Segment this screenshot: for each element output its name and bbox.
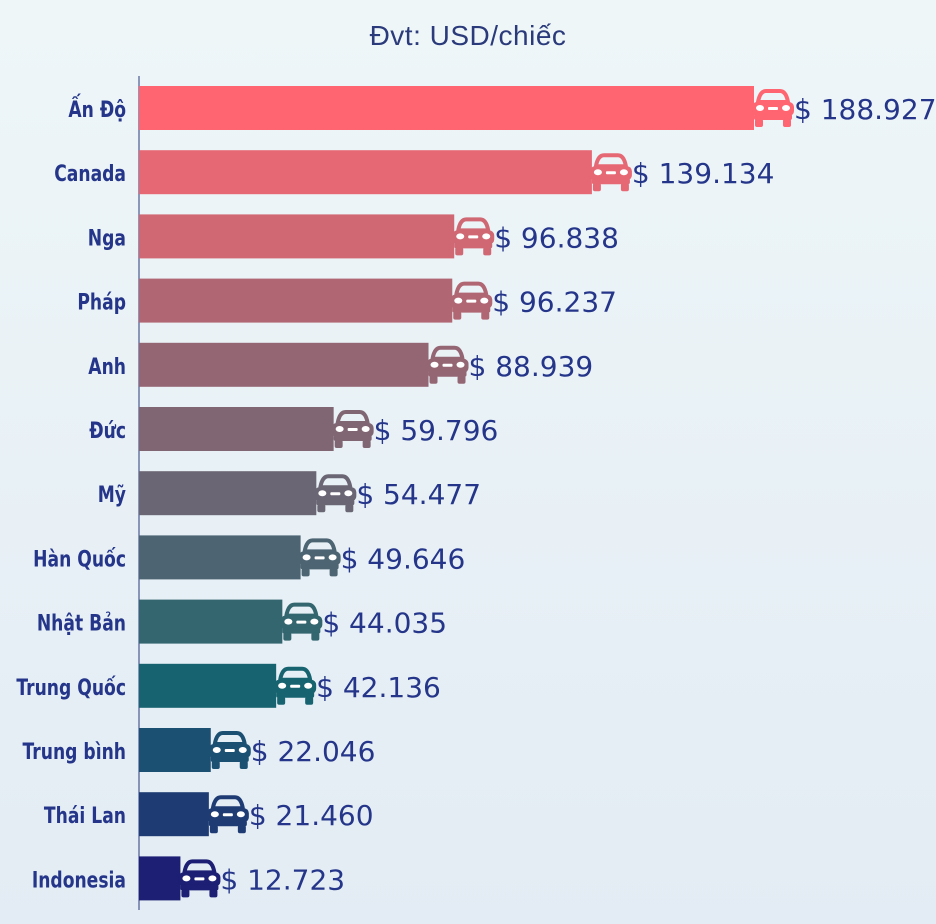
bar [139,150,592,195]
car-icon [750,89,796,129]
bar [139,535,301,580]
value-label: $ 44.035 [322,607,447,640]
car-icon [272,666,319,707]
bars: Ấn Độ $ 188.927 Canada $ 139.134 Nga $ 96.838… [16,86,936,901]
bar [139,278,453,323]
car-icon [312,474,359,515]
value-label: $ 88.939 [469,350,594,383]
car-icon [448,281,495,322]
category-label: Pháp [77,290,126,316]
category-label: Nga [88,225,126,251]
car-icon [587,153,634,194]
car-icon [296,538,343,579]
value-label: $ 12.723 [220,863,345,896]
car-icon [329,410,376,450]
value-label: $ 54.477 [356,478,481,511]
unit-label: Đvt: USD/chiếc [369,20,567,51]
category-label: Đức [89,418,126,444]
bar [139,856,181,901]
category-label: Trung Quốc [16,675,126,701]
car-icon [424,345,471,386]
value-label: $ 42.136 [316,671,441,704]
car-icon [278,602,325,643]
category-label: Thái Lan [44,803,126,829]
category-label: Indonesia [32,867,126,893]
bar [139,599,283,644]
bar [139,728,211,772]
category-label: Anh [88,354,126,380]
value-label: $ 22.046 [251,735,376,768]
category-label: Nhật Bản [37,611,126,637]
car-icon [206,731,253,771]
bar [139,342,429,387]
category-label: Trung bình [22,739,126,765]
value-label: $ 49.646 [341,542,466,575]
bar [139,471,317,516]
value-label: $ 96.838 [494,221,619,254]
car-icon [176,859,223,900]
value-label: $ 139.134 [632,157,775,190]
bar [139,407,334,451]
bar [139,792,209,837]
category-label: Canada [54,161,126,187]
value-label: $ 21.460 [249,799,374,832]
value-label: $ 188.927 [794,93,936,126]
car-icon [450,217,497,258]
category-label: Mỹ [98,482,126,508]
value-label: $ 96.237 [492,286,617,319]
bar [139,663,277,708]
category-label: Hàn Quốc [33,546,126,572]
bar [139,86,754,130]
car-icon [204,795,251,836]
value-label: $ 59.796 [374,414,499,447]
bar [139,214,455,259]
category-label: Ấn Độ [68,94,126,123]
